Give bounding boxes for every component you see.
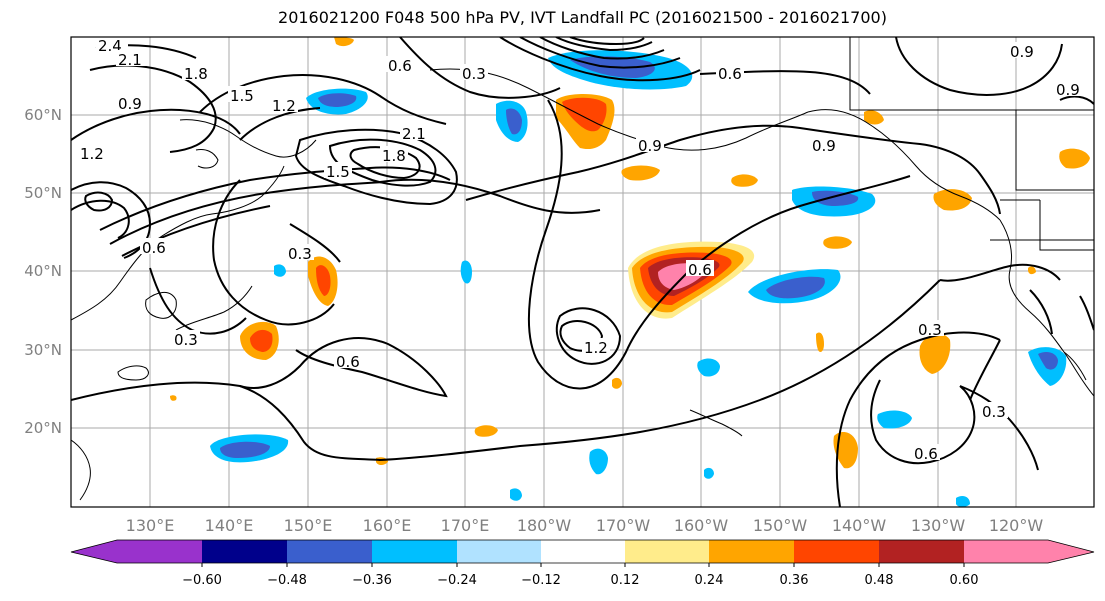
lon-label: 130°E — [126, 516, 175, 535]
contour-label: 0.6 — [388, 57, 412, 75]
colorbar-tick-label: −0.24 — [437, 573, 477, 588]
colorbar-extend-max — [1048, 540, 1094, 563]
ivt-shading — [170, 37, 1090, 507]
lat-label: 60°N — [24, 106, 62, 124]
colorbar-swatch — [709, 540, 794, 563]
figure-title: 2016021200 F048 500 hPa PV, IVT Landfall… — [278, 8, 887, 27]
contour-label: 0.6 — [142, 239, 166, 257]
colorbar-swatch — [879, 540, 964, 563]
lon-label: 150°E — [284, 516, 333, 535]
lat-label: 20°N — [24, 419, 62, 437]
contour-label: 0.9 — [1010, 43, 1034, 61]
colorbar-tick-label: 0.48 — [865, 573, 894, 588]
colorbar-swatch — [541, 540, 625, 563]
colorbar-tick-label: −0.48 — [267, 573, 307, 588]
contour-label: 0.3 — [918, 321, 942, 339]
colorbar-swatch — [202, 540, 287, 563]
contour-label: 0.6 — [336, 353, 360, 371]
map-border — [70, 36, 1095, 508]
lon-label: 120°W — [989, 516, 1044, 535]
lon-label: 140°W — [832, 516, 887, 535]
contour-label: 0.9 — [638, 137, 662, 155]
colorbar-swatch — [625, 540, 709, 563]
lon-label: 140°E — [205, 516, 254, 535]
contour-label: 0.6 — [688, 261, 712, 279]
colorbar-swatch — [457, 540, 541, 563]
contour-label: 1.2 — [80, 145, 104, 163]
colorbar-tick-label: 0.60 — [950, 573, 979, 588]
lat-label: 30°N — [24, 341, 62, 359]
lon-label: 170°W — [596, 516, 651, 535]
colorbar-swatch — [117, 540, 202, 563]
contour-label: 2.4 — [98, 37, 122, 55]
contour-label: 0.9 — [812, 137, 836, 155]
contour-label: 0.9 — [1056, 81, 1080, 99]
lon-label: 180°W — [517, 516, 572, 535]
colorbar-tick-label: 0.24 — [695, 573, 724, 588]
lon-label: 150°W — [753, 516, 808, 535]
colorbar-tick-label: 0.12 — [611, 573, 640, 588]
contour-label: 1.8 — [184, 65, 208, 83]
contour-label: 0.9 — [118, 95, 142, 113]
colorbar-swatch — [964, 540, 1048, 563]
contour-label: 0.6 — [914, 445, 938, 463]
colorbar-extend-min — [71, 540, 117, 563]
colorbar-swatch — [794, 540, 879, 563]
lon-label: 160°E — [363, 516, 412, 535]
pv-contours — [71, 37, 1094, 507]
colorbar-tick-label: −0.36 — [352, 573, 392, 588]
pv-contour-labels: 2.4 2.1 1.8 1.5 1.2 0.9 0.6 0.3 1.8 2.1 … — [78, 37, 1082, 463]
colorbar-tick-label: 0.36 — [780, 573, 809, 588]
longitude-labels: 130°E 140°E 150°E 160°E 170°E 180°W 170°… — [126, 516, 1044, 535]
lon-label: 130°W — [911, 516, 966, 535]
contour-label: 1.5 — [326, 163, 350, 181]
contour-label: 2.1 — [118, 51, 142, 69]
colorbar-tick-label: −0.60 — [182, 573, 222, 588]
latitude-labels: 60°N 50°N 40°N 30°N 20°N — [24, 106, 62, 437]
contour-label: 2.1 — [402, 125, 426, 143]
lon-label: 170°E — [441, 516, 490, 535]
contour-label: 0.3 — [174, 331, 198, 349]
colorbar-swatch — [372, 540, 457, 563]
colorbar: −0.60 −0.48 −0.36 −0.24 −0.12 0.12 0.24 … — [70, 539, 1095, 588]
lon-label: 160°W — [674, 516, 729, 535]
contour-label: 0.3 — [982, 403, 1006, 421]
contour-label: 1.8 — [382, 147, 406, 165]
contour-label: 1.2 — [584, 339, 608, 357]
contour-label: 1.5 — [230, 87, 254, 105]
lat-label: 40°N — [24, 262, 62, 280]
contour-label: 0.6 — [718, 65, 742, 83]
contour-label: 1.2 — [272, 97, 296, 115]
contour-label: 0.3 — [288, 245, 312, 263]
contour-label: 0.3 — [462, 65, 486, 83]
colorbar-tick-label: −0.12 — [521, 573, 561, 588]
lat-label: 50°N — [24, 184, 62, 202]
colorbar-swatch — [287, 540, 372, 563]
